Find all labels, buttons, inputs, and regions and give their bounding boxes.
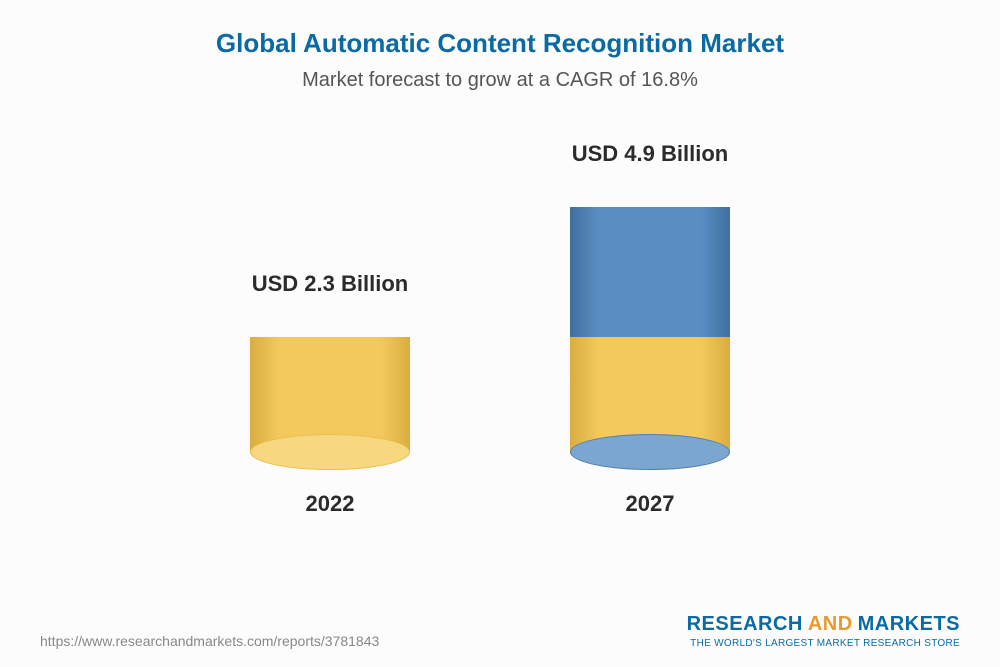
- cylinder-top: [570, 434, 730, 470]
- bar-value-label: USD 2.3 Billion: [230, 271, 430, 297]
- logo-tagline: THE WORLD'S LARGEST MARKET RESEARCH STOR…: [687, 638, 960, 649]
- infographic-container: Global Automatic Content Recognition Mar…: [0, 0, 1000, 667]
- logo-word-3: MARKETS: [858, 613, 960, 635]
- bar-x-label: 2022: [250, 491, 410, 517]
- chart-area: USD 2.3 Billion2022USD 4.9 Billion2027: [150, 132, 850, 512]
- bar-value-label: USD 4.9 Billion: [550, 141, 750, 167]
- logo-word-2: AND: [808, 613, 853, 635]
- chart-title: Global Automatic Content Recognition Mar…: [0, 0, 1000, 59]
- logo-word-1: RESEARCH: [687, 613, 803, 635]
- logo-text: RESEARCH AND MARKETS: [687, 613, 960, 636]
- chart-subtitle: Market forecast to grow at a CAGR of 16.…: [0, 59, 1000, 92]
- bar-x-label: 2027: [570, 491, 730, 517]
- source-url: https://www.researchandmarkets.com/repor…: [40, 633, 379, 649]
- cylinder-top: [250, 434, 410, 470]
- footer: https://www.researchandmarkets.com/repor…: [40, 613, 960, 649]
- cylinder-segment: [570, 207, 730, 337]
- logo-block: RESEARCH AND MARKETS THE WORLD'S LARGEST…: [687, 613, 960, 649]
